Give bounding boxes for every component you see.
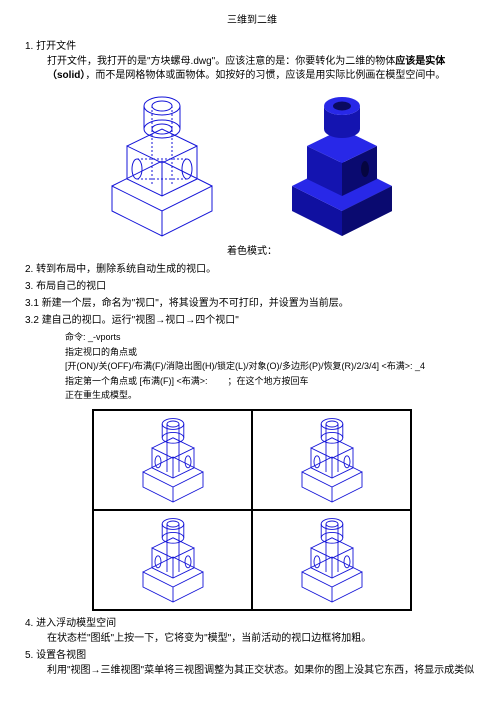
s3-1-num: 3.1 [25, 298, 39, 309]
s4-text: 在状态栏"图纸"上按一下，它将变为"模型"，当前活动的视口边框将加粗。 [25, 632, 479, 646]
section-3-2: 3.2 建自己的视口。运行"视图→视口→四个视口" [25, 314, 479, 328]
four-viewport-grid [92, 409, 412, 611]
s3-2-num: 3.2 [25, 315, 39, 326]
section-2: 2. 转到布局中，删除系统自动生成的视口。 [25, 263, 479, 277]
cmd-l1: 命令: _-vports [25, 331, 479, 345]
shaded-solid-figure [272, 91, 412, 241]
page-title: 三维到二维 [25, 14, 479, 28]
s4-num: 4. [25, 618, 33, 629]
viewport-wireframe-4 [287, 515, 377, 605]
grid-cell-2 [252, 410, 411, 510]
grid-cell-4 [252, 510, 411, 610]
section-4: 4. 进入浮动模型空间 在状态栏"图纸"上按一下，它将变为"模型"，当前活动的视… [25, 617, 479, 646]
s1-text-a: 打开文件，我打开的是"方块螺母.dwg"。应该注意的是：你要转化为二维的物体 [47, 56, 395, 67]
figure1-caption: 着色模式： [25, 245, 479, 259]
s1-text-c: ，而不是网格物体或面物体。如按好的习惯，应该是用实际比例画在模型空间中。 [85, 70, 445, 81]
cmd-l4: 指定第一个角点或 [布满(F)] <布满>: ；在这个地方按回车 [25, 375, 479, 389]
section-1: 1. 打开文件 打开文件，我打开的是"方块螺母.dwg"。应该注意的是：你要转化… [25, 40, 479, 83]
s4-heading: 进入浮动模型空间 [36, 618, 116, 629]
s3-text: 布局自己的视口 [36, 281, 106, 292]
wireframe-iso-figure [92, 91, 232, 241]
grid-row-2 [93, 510, 411, 610]
cmd-l2: 指定视口的角点或 [25, 346, 479, 360]
s2-text: 转到布局中，删除系统自动生成的视口。 [36, 264, 216, 275]
s3-num: 3. [25, 281, 33, 292]
grid-cell-3 [93, 510, 252, 610]
s1-heading: 打开文件 [36, 41, 76, 52]
cmd-l5: 正在重生成模型。 [25, 389, 479, 403]
cmd-l4a: 指定第一个角点或 [布满(F)] <布满>: [65, 376, 208, 386]
s3-1-text: 新建一个层，命名为"视口"，将其设置为不可打印，并设置为当前层。 [42, 298, 349, 309]
viewport-wireframe-1 [128, 415, 218, 505]
s5-num: 5. [25, 650, 33, 661]
grid-row-1 [93, 410, 411, 510]
grid-cell-1 [93, 410, 252, 510]
section-5: 5. 设置各视图 利用"视图→三维视图"菜单将三视图调整为其正交状态。如果你的图… [25, 649, 479, 678]
s1-para: 打开文件，我打开的是"方块螺母.dwg"。应该注意的是：你要转化为二维的物体应该… [25, 55, 479, 83]
figure-row-1 [25, 91, 479, 241]
s5-heading: 设置各视图 [36, 650, 86, 661]
section-3: 3. 布局自己的视口 [25, 280, 479, 294]
s3-2-text: 建自己的视口。运行"视图→视口→四个视口" [42, 315, 239, 326]
section-3-1: 3.1 新建一个层，命名为"视口"，将其设置为不可打印，并设置为当前层。 [25, 297, 479, 311]
s1-num: 1. [25, 41, 33, 52]
s5-text: 利用"视图→三维视图"菜单将三视图调整为其正交状态。如果你的图上没其它东西，将显… [25, 664, 479, 678]
viewport-wireframe-3 [128, 515, 218, 605]
viewport-wireframe-2 [287, 415, 377, 505]
cmd-l4b: ；在这个地方按回车 [228, 376, 309, 386]
cmd-l3: [开(ON)/关(OFF)/布满(F)/消隐出图(H)/锁定(L)/对象(O)/… [25, 360, 479, 374]
s2-num: 2. [25, 264, 33, 275]
